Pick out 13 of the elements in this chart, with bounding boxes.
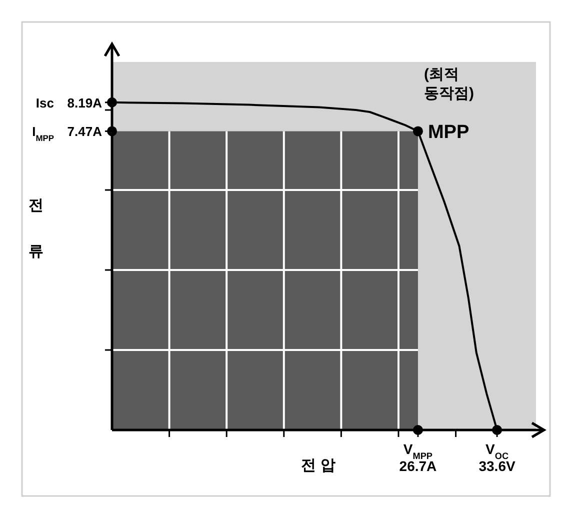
text: I$_{MPP}$ [32,124,54,144]
text: 전류 [28,197,44,260]
point [412,425,423,435]
x-axis-title: 전 압 [301,457,336,474]
point [412,126,423,136]
text: Isc [36,95,54,110]
y-tick-label: 8.19A [67,95,103,110]
x-tick-label: V$_{OC}$ 33.6V [478,441,516,474]
y-tick-label: 7.47A [67,124,103,140]
point [107,126,117,136]
annotation: (최적 동작점) [424,66,474,102]
x-tick-label: V$_{MPP}$ 26.7A [399,441,437,474]
annotation: MPP [428,122,470,144]
